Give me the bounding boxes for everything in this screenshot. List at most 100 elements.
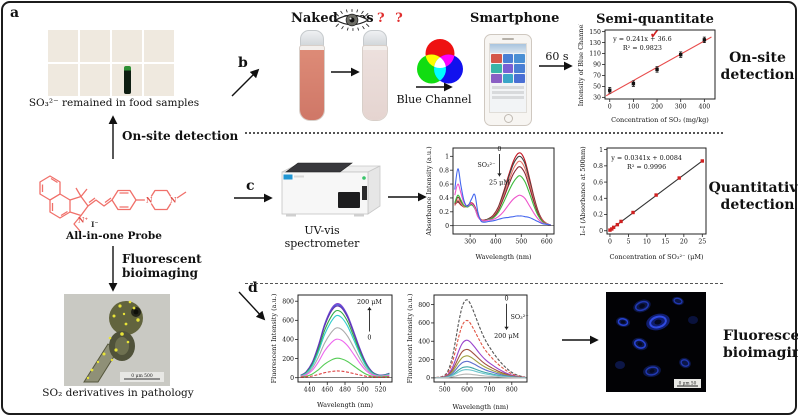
svg-text:0: 0 — [599, 228, 603, 235]
phone-screen — [489, 43, 527, 113]
svg-text:150: 150 — [589, 29, 601, 36]
vial-before — [299, 30, 325, 121]
phone-home-button — [504, 114, 513, 123]
indolium-n-plus: N⁺ — [78, 216, 88, 225]
check-icon: ✓ — [649, 27, 661, 42]
f luorescent-bioimaging-line2: bioimaging — [723, 345, 798, 361]
svg-text:400: 400 — [282, 337, 294, 344]
svg-text:0: 0 — [426, 375, 430, 382]
svg-text:0.2: 0.2 — [593, 212, 603, 219]
svg-text:300: 300 — [464, 239, 476, 246]
food-sample-strips — [48, 64, 78, 96]
instrument-label-1: UV-vis — [304, 224, 340, 237]
svg-text:SO₃²⁻: SO₃²⁻ — [477, 161, 495, 169]
bioimaging-arrow-label-2: bioimaging — [122, 266, 199, 280]
svg-text:Wavelength (nm): Wavelength (nm) — [452, 403, 509, 411]
svg-text:Intensity of Blue Channel: Intensity of Blue Channel — [577, 24, 585, 106]
fish-scalebar-label: 0 μm 500 — [131, 373, 153, 379]
vial-liquid-red — [300, 50, 324, 120]
svg-text:0: 0 — [497, 145, 501, 153]
svg-text:700: 700 — [484, 387, 496, 394]
svg-text:600: 600 — [541, 239, 553, 246]
svg-text:130: 130 — [589, 40, 601, 47]
svg-text:10: 10 — [643, 239, 651, 246]
svg-text:200: 200 — [651, 104, 663, 111]
svg-text:0.4: 0.4 — [439, 195, 449, 202]
svg-text:Wavelength (nm): Wavelength (nm) — [475, 253, 532, 261]
fluorescent-bioimaging-line1: Fluorescent — [723, 328, 798, 344]
svg-text:25: 25 — [698, 239, 706, 246]
svg-text:SO₃²⁻: SO₃²⁻ — [511, 313, 529, 321]
svg-text:800: 800 — [418, 302, 430, 309]
svg-text:I₀-I (Absorbance at 500nm): I₀-I (Absorbance at 500nm) — [579, 146, 587, 236]
svg-text:R² = 0.9996: R² = 0.9996 — [627, 163, 666, 171]
cell-fluorescence-image: 0 μm 50 — [606, 292, 706, 392]
zebrafish-image: 0 μm 500 — [64, 294, 170, 386]
svg-text:520: 520 — [375, 387, 387, 394]
food-sample-wine — [112, 64, 142, 96]
bioimaging-arrow-label-1: Fluorescent — [122, 252, 202, 266]
piperazine-n-right: N — [170, 196, 177, 205]
vial-liquid-pale — [363, 50, 387, 120]
semiquant-title: Semi-quantitate ✓ — [595, 12, 715, 42]
svg-text:0.8: 0.8 — [593, 163, 603, 170]
svg-text:100: 100 — [627, 104, 639, 111]
reaction-time-label: 60 s — [545, 50, 569, 63]
food-sample-herb-3 — [144, 30, 174, 62]
svg-text:0: 0 — [505, 295, 509, 303]
svg-text:200: 200 — [418, 357, 430, 364]
instrument-label-2: spectrometer — [284, 237, 360, 250]
phone-header — [490, 44, 526, 53]
app-tiles — [490, 53, 526, 84]
quantitative-detection-label: Quantitative detection — [705, 180, 798, 214]
svg-text:440: 440 — [304, 387, 316, 394]
svg-text:Concentration of SO₂ (mg/kg): Concentration of SO₂ (mg/kg) — [611, 116, 709, 124]
svg-text:400: 400 — [698, 104, 710, 111]
svg-text:800: 800 — [282, 298, 294, 305]
wine-bottle — [124, 65, 131, 95]
smartphone-photo — [484, 34, 532, 126]
svg-text:0.8: 0.8 — [439, 167, 449, 174]
svg-text:y = 0.241x + 36.6: y = 0.241x + 36.6 — [612, 35, 672, 43]
result-list — [490, 84, 526, 99]
svg-text:15: 15 — [661, 239, 669, 246]
svg-text:0: 0 — [608, 239, 612, 246]
svg-text:0: 0 — [290, 375, 294, 382]
svg-text:300: 300 — [675, 104, 687, 111]
svg-text:30: 30 — [593, 95, 601, 102]
svg-text:200 μM: 200 μM — [357, 298, 382, 306]
svg-text:25 μM: 25 μM — [489, 178, 510, 186]
phone-speaker — [502, 38, 514, 40]
svg-text:600: 600 — [461, 387, 473, 394]
rgb-channels-icon — [417, 39, 463, 84]
svg-text:200: 200 — [282, 356, 294, 363]
quantitative-detection-line2: detection — [720, 197, 795, 213]
svg-text:110: 110 — [589, 51, 601, 58]
food-samples-photo — [48, 30, 174, 96]
smartphone-label: Smartphone — [470, 11, 560, 26]
svg-text:Wavelength (nm): Wavelength (nm) — [317, 401, 374, 409]
svg-text:R² = 0.9823: R² = 0.9823 — [623, 44, 662, 52]
n-right-mask — [168, 195, 178, 205]
svg-text:Fluorescent Intensity (a.u.): Fluorescent Intensity (a.u.) — [406, 293, 414, 383]
probe-structure: N N N⁺ I⁻ — [39, 175, 187, 232]
svg-text:400: 400 — [490, 239, 502, 246]
svg-text:y = 0.0341x + 0.0084: y = 0.0341x + 0.0084 — [610, 154, 682, 162]
fluorescent-bioimaging-label: Fluorescent bioimaging — [723, 328, 798, 362]
sulfite-calibration-plot: 0 5 10 15 20 25 0 0.2 0.4 0.6 0.8 1 Concentration of… — [579, 146, 707, 261]
onsite-arrow-label: On-site detection — [122, 129, 239, 143]
svg-text:90: 90 — [593, 62, 601, 69]
svg-text:1: 1 — [445, 154, 449, 161]
uncertainty-question-marks: ? ? — [377, 11, 406, 26]
panel-label-d: d — [248, 280, 258, 296]
vial-after — [362, 30, 388, 121]
svg-text:480: 480 — [339, 387, 351, 394]
svg-text:200 μM: 200 μM — [494, 332, 519, 340]
vial-body — [299, 45, 325, 121]
vial-body — [362, 45, 388, 121]
svg-text:500: 500 — [515, 239, 527, 246]
svg-text:1: 1 — [599, 147, 603, 154]
separator-b-c — [245, 132, 723, 134]
svg-text:460: 460 — [321, 387, 333, 394]
blue-channel-label: Blue Channel — [396, 93, 472, 106]
